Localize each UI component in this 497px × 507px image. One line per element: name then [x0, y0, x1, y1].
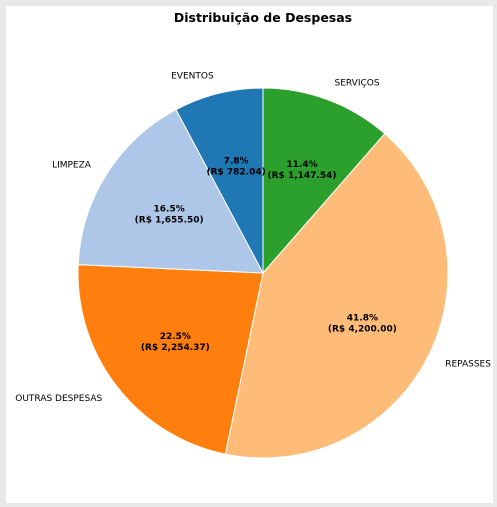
slice-percent-limpeza: 16.5%: [154, 205, 185, 215]
slice-percent-servicos: 11.4%: [286, 160, 317, 170]
slice-amount-servicos: (R$ 1,147.54): [268, 171, 337, 181]
slice-amount-repasses: (R$ 4,200.00): [328, 324, 397, 334]
slice-percent-repasses: 41.8%: [347, 313, 378, 323]
slice-label-repasses: REPASSES: [445, 360, 491, 370]
slice-label-outras-despesas: OUTRAS DESPESAS: [15, 394, 102, 404]
slice-amount-limpeza: (R$ 1,655.50): [135, 216, 204, 226]
slice-amount-outras-despesas: (R$ 2,254.37): [141, 343, 210, 353]
pie-slice-outras-despesas: [77, 264, 264, 455]
pie-slice-servicos: [262, 87, 386, 275]
pie-slice-repasses: [224, 132, 449, 459]
pie-slice-limpeza: [77, 109, 264, 274]
slice-label-limpeza: LIMPEZA: [52, 160, 92, 170]
chart-title: Distribuição de Despesas: [174, 10, 352, 25]
slice-label-servicos: SERVIÇOS: [335, 78, 380, 88]
pie-slice-eventos: [175, 87, 264, 274]
slice-amount-eventos: (R$ 782.04): [206, 167, 265, 177]
slice-label-eventos: EVENTOS: [171, 72, 214, 82]
slice-percent-eventos: 7.8%: [224, 156, 249, 166]
slices-group: [77, 87, 449, 459]
slice-percent-outras-despesas: 22.5%: [160, 332, 191, 342]
